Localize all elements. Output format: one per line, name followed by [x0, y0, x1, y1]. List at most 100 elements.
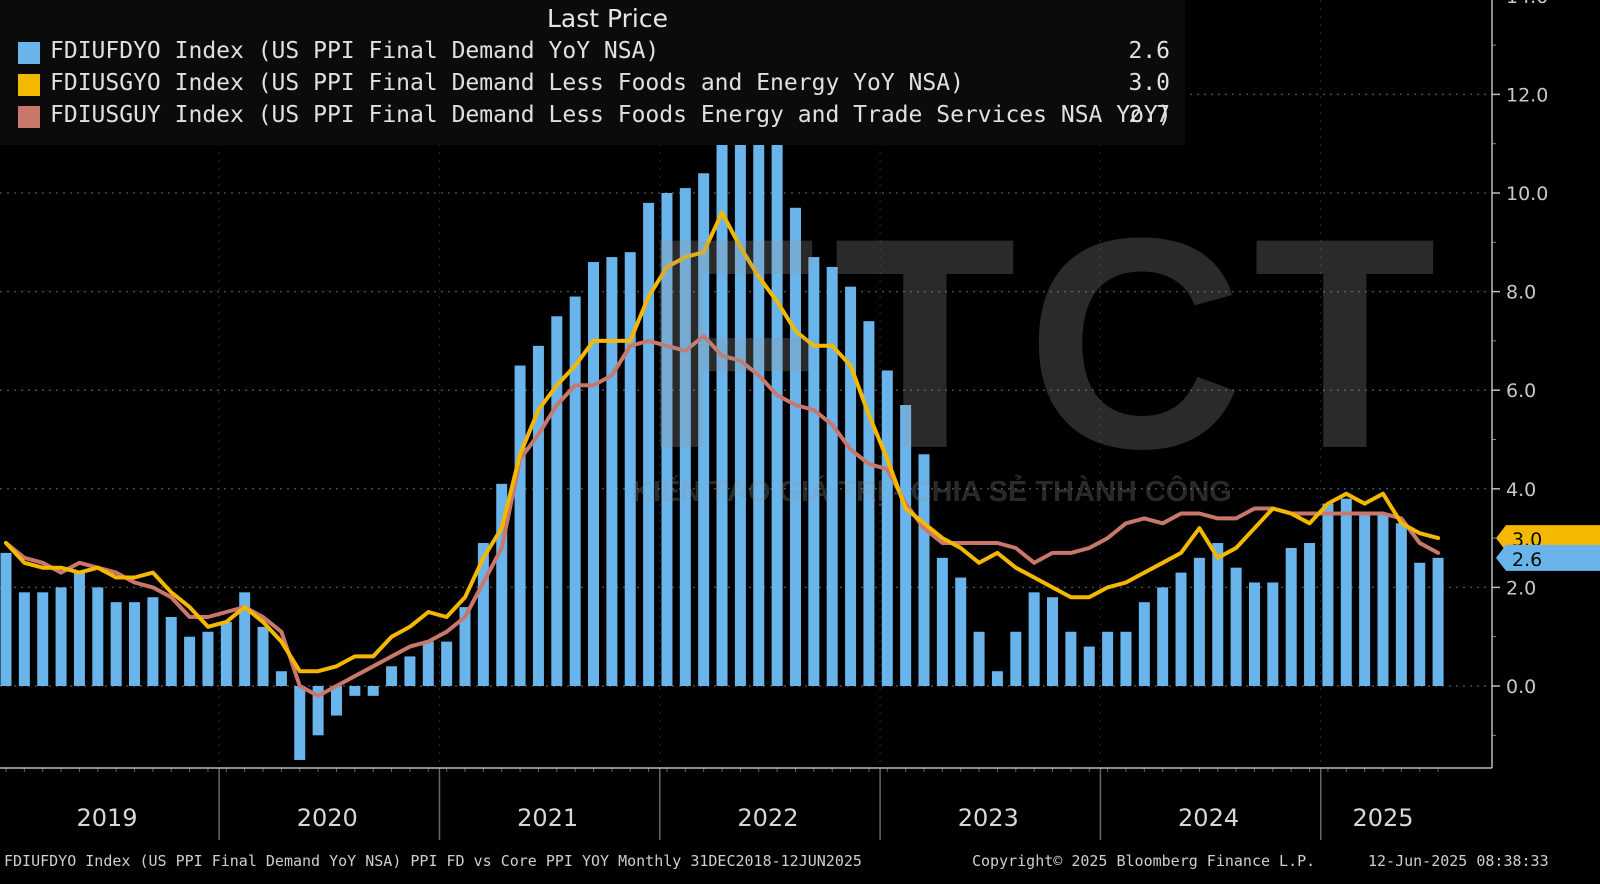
bar [184, 636, 196, 686]
y-tick-label: 0.0 [1506, 676, 1536, 698]
bar [202, 631, 214, 686]
axes: 0.0 2.0 4.0 6.0 8.0 10.0 12.0 14.0 2019 2020 2021 2… [0, 0, 1600, 840]
bar [716, 133, 728, 687]
legend-swatch [18, 42, 40, 64]
bar-series [0, 133, 1444, 760]
legend-swatch [18, 74, 40, 96]
bar [551, 316, 563, 686]
bar [1322, 503, 1334, 686]
bar [900, 404, 912, 686]
bar [1102, 631, 1114, 686]
bar [1248, 582, 1260, 686]
bar [459, 607, 471, 686]
y-tick-label: 2.0 [1506, 577, 1536, 599]
bar [606, 257, 618, 686]
x-year-label: 2021 [517, 804, 578, 832]
bar [734, 138, 746, 686]
legend-item-core-ex-trade: FDIUSGUY Index (US PPI Final Demand Less… [18, 102, 1178, 132]
tag-background [1496, 525, 1600, 552]
bar [624, 252, 636, 686]
y-tick-label: 10.0 [1506, 183, 1548, 205]
bar [918, 454, 930, 686]
x-year-label: 2025 [1352, 804, 1413, 832]
legend: Last Price FDIUFDYO Index (US PPI Final … [0, 0, 1185, 145]
bar [73, 572, 85, 686]
line-series [4, 210, 1441, 698]
bar [129, 602, 141, 686]
bar [1285, 547, 1297, 686]
bar [1175, 572, 1187, 686]
bar [294, 686, 306, 760]
bar [147, 597, 159, 686]
bar [1193, 557, 1205, 686]
x-year-label: 2022 [737, 804, 798, 832]
x-year-label: 2023 [958, 804, 1019, 832]
legend-label: FDIUFDYO Index (US PPI Final Demand YoY … [50, 38, 660, 64]
bar [165, 616, 177, 686]
bar [1028, 592, 1040, 686]
y-tick-label: 6.0 [1506, 380, 1536, 402]
tag-background [1496, 544, 1600, 571]
bar [1414, 562, 1426, 686]
bar [826, 266, 838, 686]
bar [679, 188, 691, 686]
bar [1377, 513, 1389, 686]
y-tick-label: 8.0 [1506, 282, 1536, 304]
bar [1359, 513, 1371, 686]
bar [973, 631, 985, 686]
y-tick-label: 4.0 [1506, 479, 1536, 501]
x-year-label: 2019 [76, 804, 137, 832]
bar [1157, 587, 1169, 686]
bar [771, 133, 783, 687]
bar [991, 671, 1003, 686]
bar [1065, 631, 1077, 686]
bar [18, 592, 30, 686]
bar [0, 552, 12, 686]
legend-swatch [18, 106, 40, 128]
y-tick-label: 14.0 [1506, 0, 1548, 8]
bar [55, 587, 67, 686]
bar [753, 143, 765, 686]
bar [789, 207, 801, 687]
legend-label: FDIUSGUY Index (US PPI Final Demand Less… [50, 102, 1172, 128]
legend-header: Last Price [546, 4, 668, 33]
bar [661, 193, 673, 686]
bar [422, 641, 434, 686]
bar [514, 365, 526, 686]
bar [1212, 543, 1224, 686]
x-year-label: 2020 [297, 804, 358, 832]
bar [936, 557, 948, 686]
bar [257, 626, 269, 686]
bar [275, 671, 287, 686]
bar [863, 321, 875, 686]
footer-description: FDIUFDYO Index (US PPI Final Demand YoY … [4, 852, 862, 870]
bar [569, 296, 581, 686]
bar [330, 686, 342, 716]
bar [1432, 557, 1444, 686]
bar [1083, 646, 1095, 686]
bar [1010, 631, 1022, 686]
bar [1138, 602, 1150, 686]
bar [312, 686, 324, 736]
bar [1230, 567, 1242, 686]
legend-item-final-demand: FDIUFDYO Index (US PPI Final Demand YoY … [18, 38, 1178, 68]
bar [349, 686, 361, 696]
bar [92, 587, 104, 686]
bar [220, 621, 232, 686]
bar [110, 602, 122, 686]
legend-value: 2.7 [1128, 102, 1170, 128]
bar [881, 370, 893, 686]
bar [1047, 597, 1059, 686]
x-year-label: 2024 [1178, 804, 1239, 832]
last-value-tag: 2.6 [1496, 544, 1600, 571]
bar [404, 656, 416, 686]
bar [643, 202, 655, 687]
bar [532, 345, 544, 686]
legend-label: FDIUSGYO Index (US PPI Final Demand Less… [50, 70, 964, 96]
footer-timestamp: 12-Jun-2025 08:38:33 [1368, 852, 1549, 870]
bar [1304, 543, 1316, 686]
bar [37, 592, 49, 686]
legend-item-core: FDIUSGYO Index (US PPI Final Demand Less… [18, 70, 1178, 100]
bar [367, 686, 379, 696]
